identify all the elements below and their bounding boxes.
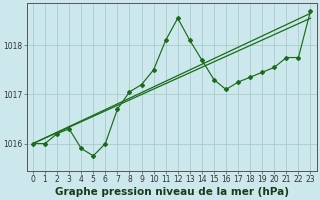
X-axis label: Graphe pression niveau de la mer (hPa): Graphe pression niveau de la mer (hPa) xyxy=(55,187,289,197)
